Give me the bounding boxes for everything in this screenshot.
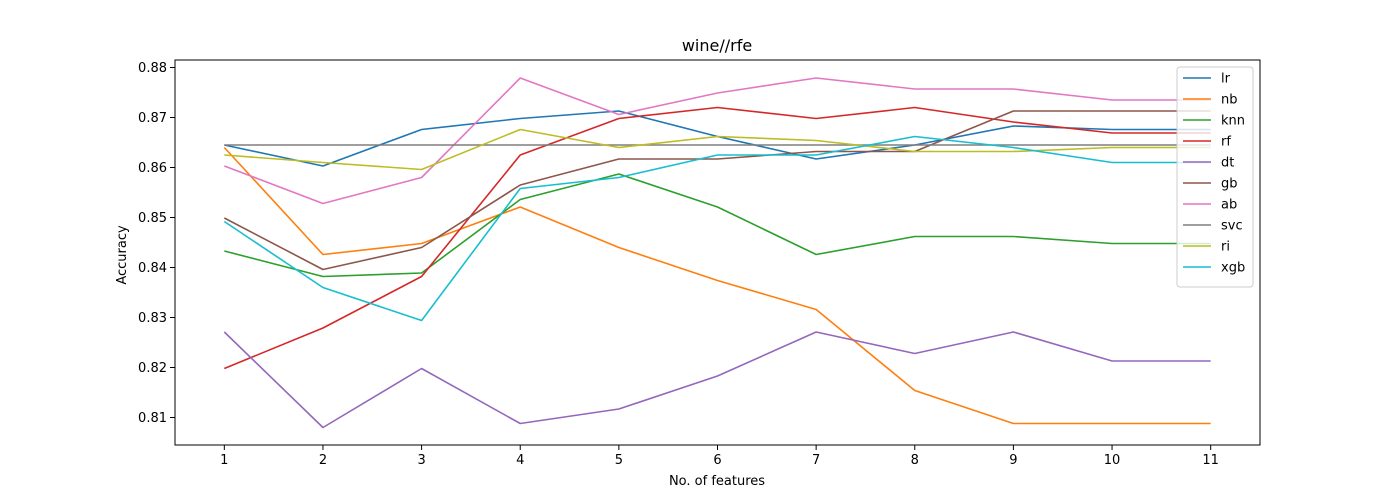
x-tick-label: 2 [319, 453, 327, 468]
axes: 1 2 3 4 5 6 7 8 9 10 11 0.81 0.82 0.83 0.84 0.85 0.86 0.8… [138, 61, 1219, 468]
legend-label-lr: lr [1221, 72, 1231, 87]
y-tick-label: 0.82 [138, 361, 167, 376]
legend-label-ab: ab [1221, 198, 1237, 213]
series-line-xgb [223, 135, 1211, 322]
legend-label-xgb: xgb [1221, 261, 1245, 276]
legend-label-gb: gb [1221, 177, 1238, 192]
y-tick-label: 0.84 [138, 261, 167, 276]
x-tick-label: 6 [713, 453, 721, 468]
legend-box [1176, 66, 1254, 288]
legend-label-dt: dt [1221, 156, 1234, 171]
x-tick-label: 3 [417, 453, 425, 468]
legend-label-nb: nb [1221, 93, 1238, 108]
series-line-knn [224, 173, 1211, 278]
legend: lr nb knn rf dt gb ab svc ri xgb [1176, 66, 1254, 288]
x-tick-label: 7 [812, 453, 820, 468]
series-line-nb [223, 146, 1211, 425]
x-tick-label: 10 [1104, 453, 1121, 468]
x-tick-label: 11 [1202, 453, 1219, 468]
x-tick-label: 1 [220, 453, 228, 468]
y-tick-label: 0.83 [138, 311, 167, 326]
y-tick-label: 0.88 [138, 61, 167, 76]
plot-area [223, 77, 1211, 429]
legend-label-ri: ri [1221, 240, 1230, 255]
y-tick-label: 0.86 [138, 161, 167, 176]
legend-label-svc: svc [1221, 219, 1243, 234]
y-tick-label: 0.87 [138, 111, 167, 126]
x-tick-label: 8 [911, 453, 919, 468]
x-axis-label: No. of features [669, 474, 765, 489]
series-line-lr [224, 110, 1211, 167]
legend-label-rf: rf [1221, 135, 1231, 150]
legend-label-knn: knn [1221, 114, 1245, 129]
y-tick-label: 0.85 [138, 211, 167, 226]
chart-title: wine//rfe [682, 36, 752, 55]
series-line-ab [224, 77, 1211, 205]
x-tick-label: 5 [615, 453, 623, 468]
series-line-ri [224, 128, 1211, 171]
x-tick-label: 9 [1009, 453, 1017, 468]
series-line-dt [223, 331, 1211, 429]
y-tick-label: 0.81 [138, 411, 167, 426]
series-line-gb [223, 110, 1211, 271]
series-line-rf [224, 106, 1211, 370]
x-tick-label: 4 [516, 453, 524, 468]
y-axis-label: Accuracy [115, 225, 130, 285]
